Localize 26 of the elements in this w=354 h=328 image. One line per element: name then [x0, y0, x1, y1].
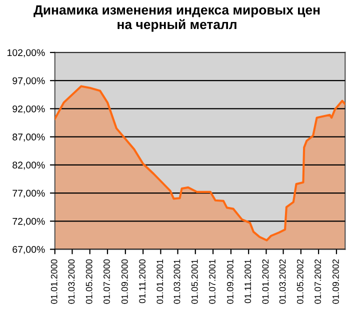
x-tick-label: 01.03.2001	[174, 259, 180, 304]
x-tick-label: 01.07.2002	[314, 259, 321, 304]
x-tick-label: 01.05.2001	[191, 259, 198, 304]
x-tick-label: 01.05.2000	[86, 259, 92, 304]
x-tick-label: 01.01.2001	[156, 259, 164, 304]
x-tick-label: 01.07.2001	[209, 259, 216, 304]
x-tick-label: 01.05.2002	[296, 259, 304, 304]
chart-title: Динамика изменения индекса мировых цен на черный металл	[34, 5, 320, 32]
y-tick-label: 102,00%	[8, 49, 45, 58]
x-tick-label: 01.11.2001	[244, 259, 252, 304]
x-tick-label: 01.07.2000	[104, 259, 110, 304]
x-tick-label: 01.03.2002	[279, 259, 286, 304]
y-tick-label: 92,00%	[12, 105, 45, 114]
y-tick-label: 87,00%	[12, 134, 45, 142]
x-tick-label: 01.09.2001	[226, 259, 234, 304]
x-tick-label: 01.01.2002	[262, 259, 269, 304]
x-tick-label: 01.01.2000	[50, 259, 58, 304]
x-tick-label: 01.09.2002	[332, 259, 339, 304]
y-tick-label: 82,00%	[12, 162, 45, 170]
y-tick-label: 77,00%	[12, 190, 45, 198]
x-tick-label: 01.11.2000	[139, 259, 146, 304]
y-tick-label: 97,00%	[12, 77, 45, 86]
x-tick-label: 01.03.2000	[68, 259, 75, 304]
y-tick-label: 67,00%	[12, 246, 45, 254]
x-tick-label: 01.09.2000	[121, 259, 128, 304]
y-tick-label: 72,00%	[12, 218, 45, 226]
